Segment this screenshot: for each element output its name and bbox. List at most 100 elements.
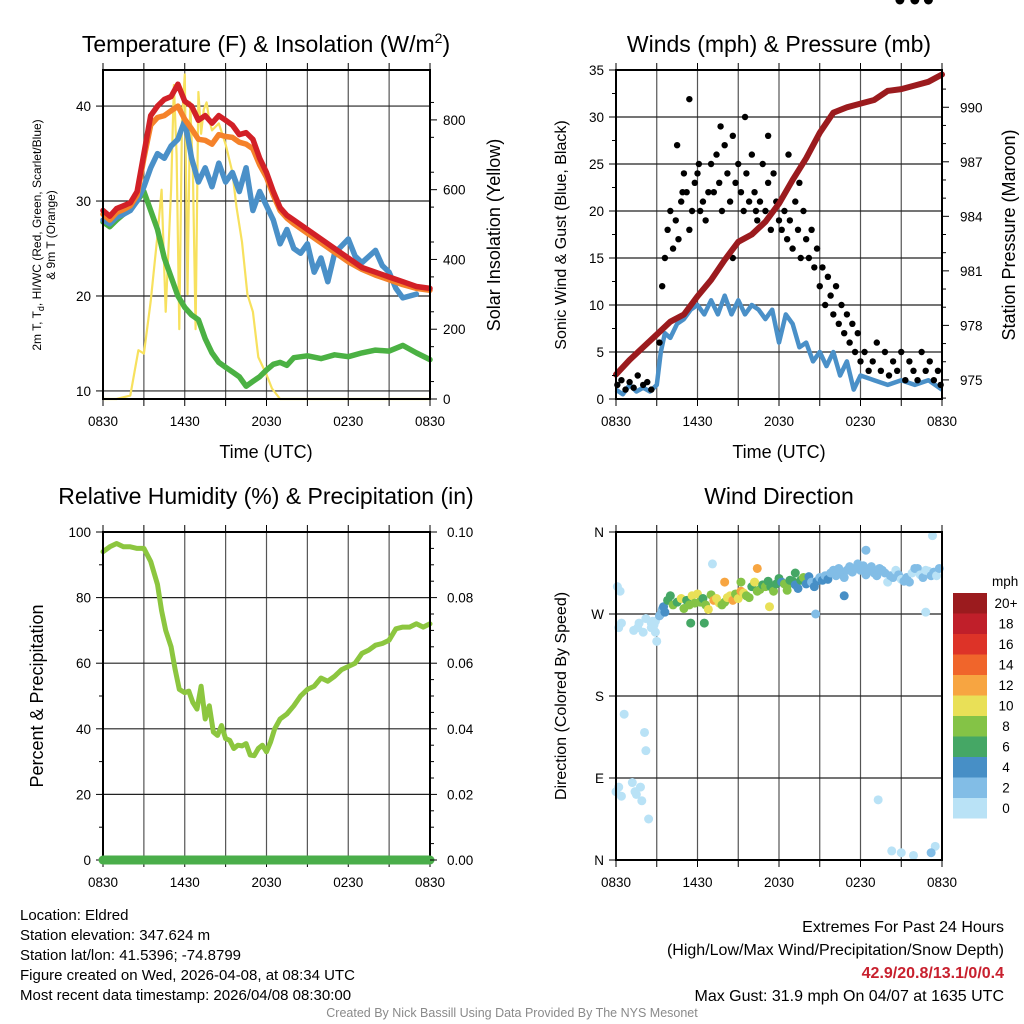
direction-point bbox=[616, 618, 626, 628]
gust-point bbox=[934, 367, 942, 374]
direction-point bbox=[635, 782, 645, 792]
direction-point bbox=[733, 594, 743, 604]
gust-point bbox=[808, 226, 815, 233]
gust-point bbox=[851, 348, 859, 356]
gust-point bbox=[865, 367, 872, 374]
gust-point bbox=[705, 189, 712, 196]
rh-ytick-label: 60 bbox=[76, 656, 91, 671]
direction-point bbox=[703, 604, 713, 614]
direction-point bbox=[665, 591, 675, 601]
rh-ytick-label: 0 bbox=[83, 853, 91, 868]
wdir-ylabel: Direction (Colored By Speed) bbox=[553, 592, 570, 800]
gust-point bbox=[830, 311, 837, 318]
rh-title: Relative Humidity (%) & Precipitation (i… bbox=[58, 483, 473, 509]
colorbar-label: 18 bbox=[998, 617, 1013, 632]
series-hi-wc bbox=[100, 117, 420, 301]
credit-text: Created By Nick Bassill Using Data Provi… bbox=[326, 1006, 698, 1020]
temp-y2label: Solar Insolation (Yellow) bbox=[484, 139, 504, 331]
colorbar-swatch bbox=[953, 798, 987, 819]
gust-point bbox=[626, 378, 633, 386]
gust-point bbox=[832, 283, 840, 290]
gust-point bbox=[707, 160, 715, 168]
wind-ytick-label: 10 bbox=[589, 298, 604, 313]
gust-point bbox=[686, 226, 693, 233]
colorbar-label: 4 bbox=[1002, 760, 1010, 775]
wind-ytick-label: 5 bbox=[596, 345, 604, 360]
gust-point bbox=[811, 264, 818, 271]
gust-point bbox=[751, 189, 758, 196]
gust-point bbox=[775, 217, 783, 224]
gust-point bbox=[802, 236, 810, 243]
temp-xtick-label: 0230 bbox=[333, 414, 363, 429]
rh-y2tick-label: 0.06 bbox=[447, 656, 473, 671]
direction-point bbox=[895, 0, 905, 5]
wind-y2tick-label: 987 bbox=[960, 155, 983, 170]
wdir-title: Wind Direction bbox=[704, 483, 854, 509]
direction-point bbox=[769, 586, 779, 596]
gust-point bbox=[724, 170, 731, 177]
colorbar-label: 2 bbox=[1002, 781, 1010, 796]
direction-point bbox=[873, 795, 883, 805]
wdir-xtick-label: 1430 bbox=[682, 875, 712, 890]
gust-point bbox=[846, 339, 853, 346]
gust-point bbox=[716, 179, 723, 186]
gust-point bbox=[618, 377, 625, 384]
gust-point bbox=[678, 198, 685, 205]
wdir-ytick-label: S bbox=[595, 689, 604, 704]
gust-point bbox=[630, 384, 637, 391]
wdir-xtick-label: 2030 bbox=[764, 875, 794, 890]
rh-ytick-label: 100 bbox=[68, 525, 91, 540]
wind-xtick-label: 0230 bbox=[845, 414, 875, 429]
humidity-panel: Relative Humidity (%) & Precipitation (i… bbox=[27, 483, 474, 890]
gust-point bbox=[821, 301, 829, 309]
colorbar-label: 20+ bbox=[995, 596, 1018, 611]
direction-point bbox=[839, 591, 849, 601]
series-relative-humidity bbox=[100, 541, 433, 759]
latlon-text: Station lat/lon: 41.5396; -74.8799 bbox=[20, 947, 242, 964]
extremes-title: Extremes For Past 24 Hours bbox=[802, 919, 1004, 936]
gust-point bbox=[922, 367, 929, 374]
gust-point bbox=[849, 320, 856, 327]
direction-point bbox=[627, 778, 637, 788]
wdir-xtick-label: 0230 bbox=[845, 875, 875, 890]
gust-point bbox=[792, 198, 799, 205]
rh-y2tick-label: 0.00 bbox=[447, 853, 473, 868]
gust-point bbox=[926, 358, 933, 365]
direction-point bbox=[908, 850, 918, 860]
direction-point bbox=[782, 585, 792, 595]
gust-point bbox=[873, 339, 880, 346]
location-text: Location: Eldred bbox=[20, 907, 129, 924]
temp-title-close: ) bbox=[442, 31, 450, 57]
series-pressure bbox=[613, 71, 945, 378]
gust-point bbox=[699, 198, 707, 205]
direction-point bbox=[839, 573, 849, 583]
temp-xtick-label: 2030 bbox=[251, 414, 281, 429]
gust-point bbox=[813, 245, 821, 252]
colorbar-label: 0 bbox=[1002, 801, 1010, 816]
direction-point bbox=[904, 577, 914, 587]
direction-point bbox=[926, 848, 936, 858]
gust-point bbox=[789, 245, 796, 252]
gust-point bbox=[667, 207, 674, 215]
gust-point bbox=[702, 217, 709, 224]
elevation-text: Station elevation: 347.624 m bbox=[20, 927, 211, 944]
gust-point bbox=[713, 151, 720, 158]
series-solar-insolation bbox=[101, 73, 432, 401]
gust-point bbox=[673, 142, 681, 149]
temp-ylabel-line1: 2m T, Td, HI/WC (Red, Green, Scarlet/Blu… bbox=[30, 119, 46, 350]
wdir-ytick-label: E bbox=[595, 771, 604, 786]
rh-ytick-label: 20 bbox=[76, 787, 91, 802]
direction-point bbox=[699, 618, 709, 628]
colorbar-title: mph bbox=[992, 574, 1018, 589]
gust-point bbox=[622, 386, 629, 393]
temp-ylabel-sub: d bbox=[36, 306, 46, 311]
temp-title-sup: 2 bbox=[435, 30, 443, 46]
colorbar-swatch bbox=[953, 695, 987, 716]
temp-ytick-label: 40 bbox=[76, 99, 91, 114]
gust-point bbox=[781, 207, 788, 215]
gust-point bbox=[675, 236, 682, 243]
rh-xtick-label: 0830 bbox=[88, 875, 118, 890]
rh-xtick-label: 0230 bbox=[333, 875, 363, 890]
colorbar-swatch bbox=[953, 654, 987, 675]
direction-point bbox=[634, 618, 644, 628]
